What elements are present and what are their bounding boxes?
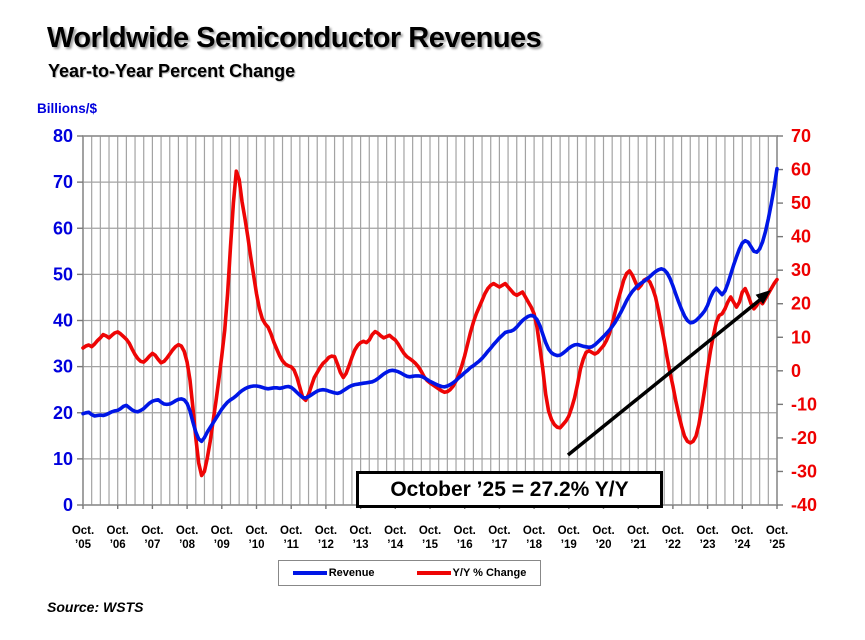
x-axis-tick-label: Oct. ’23	[696, 525, 718, 551]
x-axis-tick-label: Oct. ’07	[141, 525, 163, 551]
x-axis-tick-label: Oct. ’18	[523, 525, 545, 551]
x-axis-tick-label: Oct. ’12	[315, 525, 337, 551]
x-axis-tick-label: Oct. ’13	[349, 525, 371, 551]
chart-subtitle: Year-to-Year Percent Change	[48, 61, 296, 81]
right-axis-tick-label: 50	[791, 193, 811, 213]
right-axis-tick-label: 40	[791, 227, 811, 247]
x-axis-tick-label: Oct. ’21	[627, 525, 649, 551]
left-axis-tick-label: 60	[53, 218, 73, 238]
right-axis-tick-label: -40	[791, 495, 817, 515]
annotation-arrow-shaft	[566, 297, 763, 457]
x-axis-tick-label: Oct. ’08	[176, 525, 198, 551]
annotation-arrow	[566, 290, 771, 457]
x-axis-tick-label: Oct. ’09	[211, 525, 233, 551]
left-axis-tick-label: 20	[53, 403, 73, 423]
left-axis-labels: 0 10 20 30 40 50 60 70 80	[53, 126, 73, 515]
right-axis-tick-label: 70	[791, 126, 811, 146]
x-axis-tick-label: Oct. ’10	[245, 525, 267, 551]
right-axis-tick-label: 0	[791, 361, 801, 381]
revenue-line-swatch	[292, 571, 327, 575]
x-axis-tick-label: Oct. ’06	[107, 525, 129, 551]
annotation-arrow-head	[755, 290, 771, 305]
legend-label-yoy: Y/Y % Change	[452, 567, 527, 579]
left-axis-tick-label: 70	[53, 172, 73, 192]
left-axis-tick-label: 50	[53, 264, 73, 284]
x-axis-tick-label: Oct. ’25	[766, 525, 788, 551]
annotation-text: October ’25 = 27.2% Y/Y	[390, 477, 629, 501]
x-axis-tick-label: Oct. ’24	[731, 525, 753, 551]
left-axis-tick-label: 80	[53, 126, 73, 146]
right-axis-tick-label: 10	[791, 327, 811, 347]
left-axis-tick-label: 40	[53, 311, 73, 331]
axis-ticks	[77, 135, 783, 509]
legend-label-revenue: Revenue	[328, 567, 375, 579]
x-axis-tick-label: Oct. ’22	[662, 525, 684, 551]
annotation-callout: October ’25 = 27.2% Y/Y	[356, 471, 663, 508]
yoy-line-swatch	[416, 571, 451, 575]
right-axis-tick-label: -20	[791, 428, 817, 448]
source-note: Source: WSTS	[47, 599, 144, 615]
x-axis-tick-label: Oct. ’14	[384, 525, 406, 551]
right-axis-tick-label: -10	[791, 394, 817, 414]
x-axis-tick-label: Oct. ’17	[488, 525, 510, 551]
left-axis-tick-label: 10	[53, 449, 73, 469]
chart-title: Worldwide Semiconductor Revenues	[47, 22, 542, 54]
revenue-line	[81, 166, 779, 444]
x-axis-tick-label: Oct. ’16	[454, 525, 476, 551]
left-axis-tick-label: 30	[53, 357, 73, 377]
x-axis-tick-label: Oct. ’05	[72, 525, 94, 551]
right-axis-tick-label: 30	[791, 260, 811, 280]
x-axis-tick-label: Oct. ’19	[558, 525, 580, 551]
left-axis-title: Billions/$	[37, 101, 98, 116]
x-axis-tick-label: Oct. ’11	[280, 525, 302, 551]
right-axis-tick-label: 60	[791, 160, 811, 180]
x-axis-tick-label: Oct. ’15	[419, 525, 441, 551]
grid	[82, 135, 778, 506]
left-axis-tick-label: 0	[63, 495, 73, 515]
right-axis-tick-label: 20	[791, 294, 811, 314]
right-axis-tick-label: -30	[791, 461, 817, 481]
right-axis-labels: -40 -30 -20 -10 0 10 20 30 40 50 60 70	[791, 126, 817, 515]
x-axis-tick-label: Oct. ’20	[592, 525, 614, 551]
x-axis-labels: Oct. ’05 Oct. ’06 Oct. ’07 Oct. ’08 Oct. ’09 Oct.’…	[72, 525, 788, 551]
legend: Revenue Y/Y % Change	[278, 560, 541, 586]
